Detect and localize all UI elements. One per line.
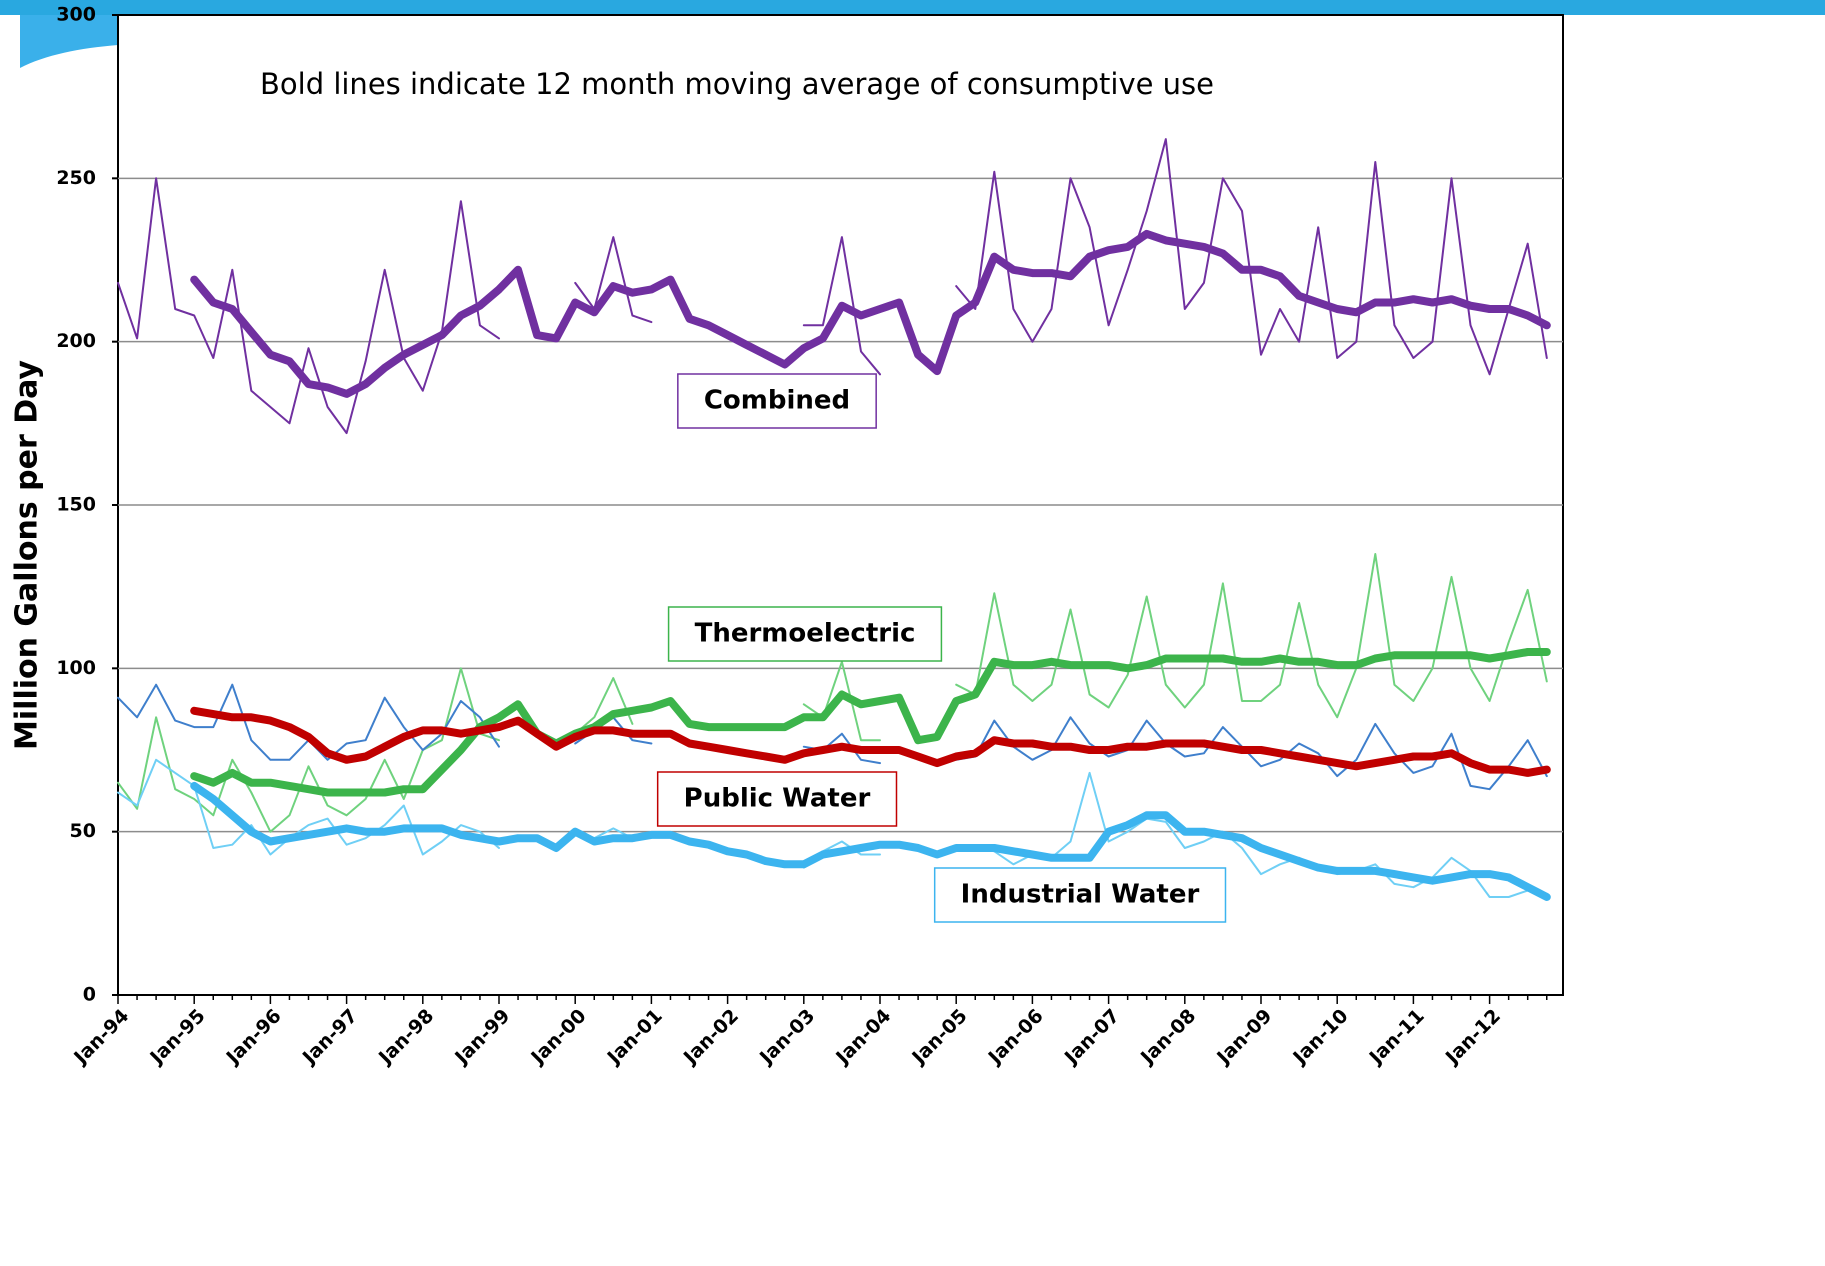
series-label-box [656, 771, 898, 827]
series-label-box [667, 606, 943, 662]
y-tick-label: 200 [56, 330, 96, 352]
x-tick-label: Jan-99 [450, 1005, 515, 1070]
moving-average-line [190, 229, 1551, 398]
series-line [117, 553, 1548, 833]
x-tick-label: Jan-02 [678, 1005, 743, 1070]
x-tick-label: Jan-11 [1364, 1005, 1429, 1070]
x-tick-label: Jan-98 [373, 1005, 438, 1070]
x-tick-label: Jan-96 [221, 1005, 286, 1070]
x-tick-label: Jan-08 [1135, 1005, 1200, 1070]
x-tick-label: Jan-12 [1440, 1005, 1505, 1070]
moving-average-line [190, 706, 1551, 777]
x-tick-label: Jan-97 [297, 1005, 362, 1070]
series-label: Thermoelectric [695, 619, 916, 649]
series-label-box [677, 373, 877, 429]
x-tick-label: Jan-05 [907, 1005, 972, 1070]
x-tick-label: Jan-01 [602, 1005, 667, 1070]
x-tick-label: Jan-07 [1059, 1005, 1124, 1070]
y-tick-label: 100 [56, 657, 96, 679]
series-line [117, 758, 1548, 898]
series-label: Combined [704, 386, 850, 416]
y-tick-label: 300 [56, 4, 96, 26]
moving-average-line [190, 648, 1551, 797]
x-tick-label: Jan-00 [526, 1005, 591, 1070]
y-tick-label: 150 [56, 494, 96, 516]
moving-average-line [190, 781, 1551, 901]
x-tick-label: Jan-94 [69, 1005, 134, 1070]
x-tick-label: Jan-03 [754, 1005, 819, 1070]
annotation: Bold lines indicate 12 month moving aver… [260, 67, 1214, 101]
y-tick-label: 250 [56, 167, 96, 189]
x-tick-label: Jan-04 [831, 1005, 896, 1070]
x-tick-label: Jan-10 [1288, 1005, 1353, 1070]
x-tick-label: Jan-06 [983, 1005, 1048, 1070]
top-banner [0, 0, 1825, 15]
series-label: Public Water [684, 784, 871, 814]
x-tick-label: Jan-09 [1212, 1005, 1277, 1070]
y-tick-label: 50 [70, 820, 96, 842]
series-line [117, 138, 1548, 435]
y-axis-label: Million Gallons per Day [10, 360, 45, 750]
x-tick-label: Jan-95 [145, 1005, 210, 1070]
y-tick-label: 0 [83, 984, 96, 1006]
corner-decoration [20, 15, 118, 68]
series-label: Industrial Water [961, 880, 1200, 910]
series-label-box [933, 867, 1227, 923]
